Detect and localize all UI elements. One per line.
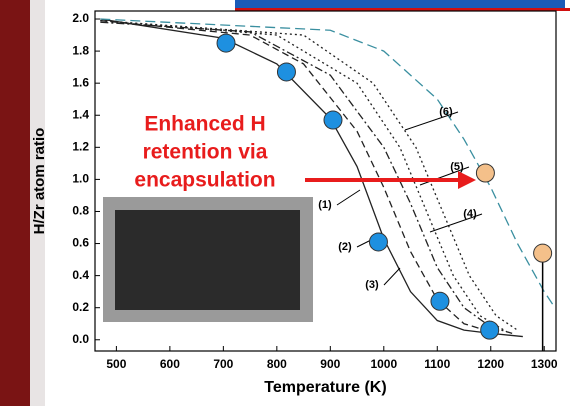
curve-label: (1): [318, 199, 332, 211]
data-point: [277, 63, 295, 81]
curve-label: (2): [338, 241, 352, 253]
y-tick-label: 1.4: [72, 107, 89, 121]
annotation: encapsulation: [134, 169, 275, 192]
chart: 500 600 700 800 900 1000 1100 1200 1300 0.0 0.2 0.4…: [0, 0, 570, 406]
y-tick-label: 0.4: [72, 268, 89, 282]
y-tick-label: 0.6: [72, 236, 89, 250]
y-tick-label: 1.0: [72, 172, 89, 186]
data-point: [324, 111, 342, 129]
curve-label: (4): [463, 208, 477, 220]
x-tick-label: 600: [160, 357, 180, 371]
y-tick-label: 1.6: [72, 75, 89, 89]
y-tick-label: 1.8: [72, 43, 89, 57]
curve-label: (6): [439, 106, 453, 118]
y-tick-label: 1.2: [72, 139, 89, 153]
leader-line: [384, 268, 400, 285]
x-tick-label: 900: [320, 357, 340, 371]
data-point: [481, 321, 499, 339]
curve-label: (3): [365, 279, 379, 291]
x-tick-label: 1300: [531, 357, 558, 371]
data-point: [369, 233, 387, 251]
x-tick-label: 1000: [370, 357, 397, 371]
leader-line: [337, 190, 360, 205]
data-point: [534, 244, 552, 262]
x-tick-label: 1200: [477, 357, 504, 371]
data-point: [476, 164, 494, 182]
data-point: [217, 34, 235, 52]
x-axis-label: Temperature (K): [264, 379, 386, 396]
side-band: [0, 0, 30, 406]
y-axis-label: H/Zr atom ratio: [31, 128, 48, 235]
inset-sample: [115, 210, 300, 310]
x-tick-label: 1100: [424, 357, 450, 371]
top-image: [235, 0, 565, 8]
y-tick-label: 0.2: [72, 300, 89, 314]
x-tick-label: 500: [106, 357, 126, 371]
x-tick-label: 800: [267, 357, 287, 371]
y-tick-label: 0.0: [72, 332, 89, 346]
data-point: [431, 292, 449, 310]
x-tick-label: 700: [213, 357, 233, 371]
arrow-head: [458, 171, 476, 189]
annotation: retention via: [143, 141, 268, 164]
y-tick-label: 2.0: [72, 11, 89, 25]
annotation: Enhanced H: [144, 113, 265, 136]
curve-label: (5): [450, 161, 464, 173]
y-tick-label: 0.8: [72, 204, 89, 218]
